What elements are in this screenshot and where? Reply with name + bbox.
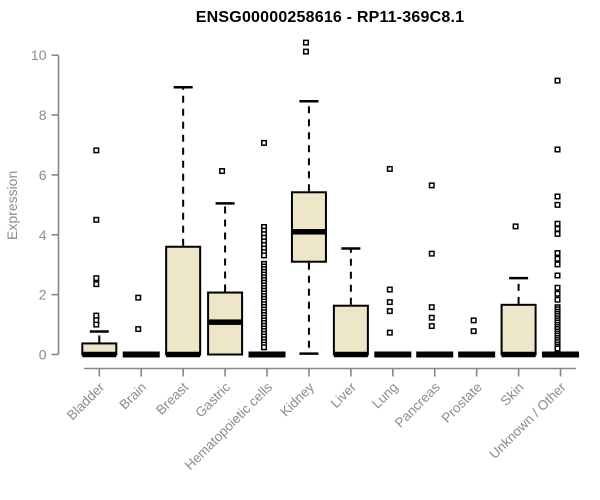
outlier-point (93, 275, 100, 282)
x-tick-label: Liver (328, 379, 360, 411)
outlier-point (219, 168, 226, 175)
x-tick-label: Pancreas (392, 379, 443, 430)
x-tick-label: Bladder (64, 379, 108, 423)
y-tick-label: 0 (39, 347, 47, 363)
outlier-point (135, 326, 142, 333)
box-group-kidney (290, 39, 327, 355)
box-rect (500, 303, 537, 356)
outlier-point (302, 48, 309, 55)
median-line (208, 319, 243, 325)
box-group-hematopoietic-cells (248, 139, 286, 358)
box-group-skin (500, 223, 537, 358)
outlier-point (554, 296, 561, 303)
x-tick-label: Unknown / Other (486, 379, 569, 462)
outlier-point (554, 290, 561, 297)
outlier-point (554, 220, 561, 227)
box-group-brain (122, 294, 160, 358)
x-tick-label: Brain (116, 380, 149, 413)
median-line (82, 351, 117, 358)
outlier-point (554, 201, 561, 208)
median-line (166, 351, 201, 358)
chart-title: ENSG00000258616 - RP11-369C8.1 (195, 9, 465, 26)
box-rect (290, 191, 327, 263)
outlier-point (554, 255, 561, 262)
outlier-point (512, 223, 519, 230)
outlier-point (261, 139, 268, 146)
median-line (291, 229, 326, 235)
median-line (333, 351, 368, 358)
x-tick-label: Skin (498, 380, 527, 409)
outlier-point (554, 345, 561, 352)
box-group-prostate (458, 317, 496, 358)
x-tick-label: Breast (153, 379, 191, 417)
outlier-point (93, 216, 100, 223)
outlier-point (428, 182, 435, 189)
box-group-breast (165, 85, 202, 358)
y-tick-label: 6 (39, 167, 47, 183)
y-tick-label: 10 (31, 47, 47, 63)
collapsed-box (416, 351, 454, 358)
box-group-pancreas (416, 182, 454, 358)
box-rect (332, 304, 369, 356)
box-group-bladder (81, 147, 118, 358)
outlier-point (428, 314, 435, 321)
box-rect (165, 245, 202, 356)
outlier-point (554, 272, 561, 279)
y-tick-label: 2 (39, 287, 47, 303)
outlier-point (554, 193, 561, 200)
box-group-unknown-other (542, 77, 580, 358)
outlier-point (135, 294, 142, 301)
x-tick-label: Gastric (192, 379, 233, 420)
outlier-point (386, 329, 393, 336)
collapsed-box (374, 351, 412, 358)
outlier-point (386, 299, 393, 306)
outlier-point (93, 281, 100, 288)
outlier-point (428, 323, 435, 330)
collapsed-box (458, 351, 496, 358)
outlier-point (302, 39, 309, 46)
outlier-point (93, 312, 100, 319)
collapsed-box (542, 351, 580, 358)
outlier-point (470, 328, 477, 335)
outlier-point (428, 304, 435, 311)
outlier-point (261, 252, 268, 259)
outlier-point (93, 147, 100, 154)
outlier-point (386, 286, 393, 293)
median-line (501, 351, 536, 358)
collapsed-box (122, 351, 160, 358)
outlier-point (386, 165, 393, 172)
outlier-point (554, 284, 561, 291)
collapsed-box (248, 351, 286, 358)
outlier-point (386, 308, 393, 315)
outlier-point (554, 261, 561, 268)
outlier-point (470, 317, 477, 324)
box-group-liver (332, 247, 369, 358)
y-tick-label: 8 (39, 107, 47, 123)
outlier-point (554, 77, 561, 84)
y-tick-label: 4 (39, 227, 47, 243)
x-tick-label: Lung (369, 380, 401, 412)
outlier-point (554, 230, 561, 237)
box-group-gastric (207, 168, 244, 356)
x-tick-label: Prostate (439, 380, 485, 426)
outlier-point (554, 225, 561, 232)
box-group-lung (374, 165, 412, 358)
x-tick-label: Kidney (277, 379, 317, 419)
y-axis: 0 2 4 6 8 10 (31, 47, 60, 363)
outlier-point (428, 250, 435, 257)
outlier-point (554, 146, 561, 153)
outlier-point (554, 250, 561, 257)
outlier-point (261, 344, 268, 351)
